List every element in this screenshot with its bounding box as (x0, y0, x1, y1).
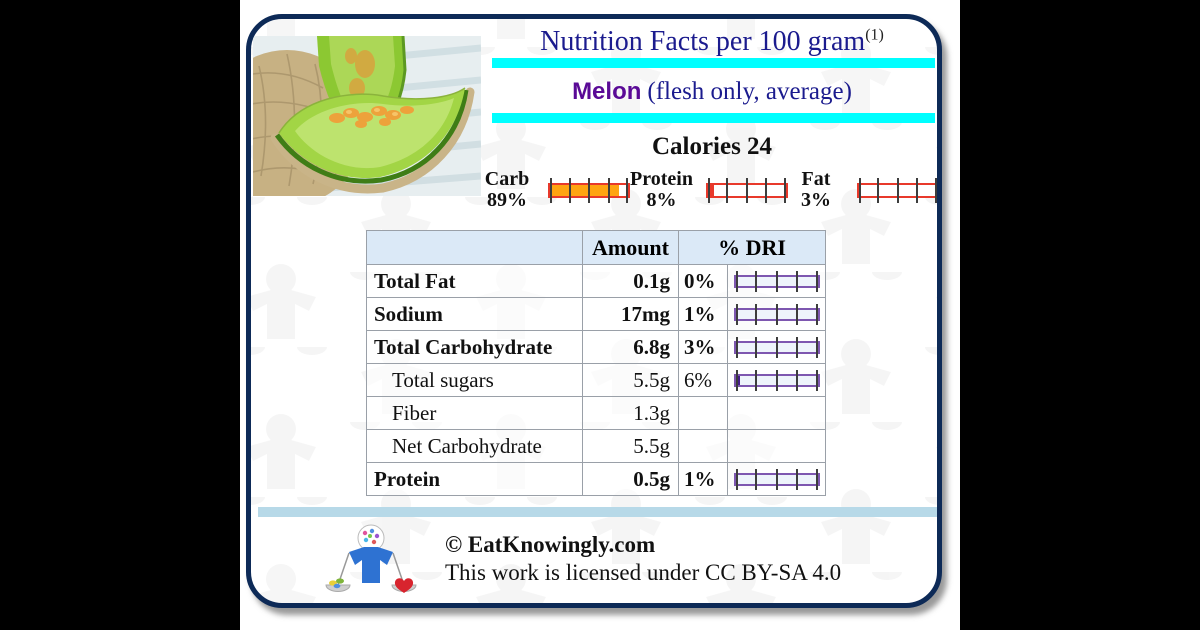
macro-item: Carb 89% (479, 169, 630, 211)
nutrient-dri (678, 429, 728, 463)
nutrient-label: Total sugars (366, 363, 583, 397)
dri-gauge (548, 177, 630, 203)
title-text: Nutrition Facts per 100 gram (540, 26, 866, 57)
table-row: Total Carbohydrate 6.8g 3% (366, 330, 826, 364)
macro-percent: 3% (800, 189, 831, 211)
nutrient-label: Protein (366, 462, 583, 496)
left-scale-pan (325, 584, 351, 592)
food-qualifier: (flesh only, average) (647, 78, 852, 105)
divider-cyan-bottom (492, 113, 935, 123)
macro-percent: 8% (646, 189, 677, 211)
eatknowingly-logo (317, 523, 425, 599)
macro-name: Protein (630, 168, 693, 190)
nutrient-amount: 5.5g (582, 429, 679, 463)
logo-shirt (349, 547, 393, 583)
dri-gauge (733, 270, 820, 292)
front-wedge (270, 87, 475, 194)
nutrient-dri: 1% (678, 297, 728, 331)
title-footnote: (1) (865, 26, 884, 44)
calories-label: Calories 24 (651, 133, 773, 160)
nutrient-amount: 17mg (582, 297, 679, 331)
nutrient-amount: 0.1g (582, 264, 679, 298)
food-name: Melon (572, 78, 642, 105)
dri-gauge (856, 177, 937, 203)
macro-gauges-row: Carb 89% Protein 8% Fat 3% (479, 169, 937, 211)
nutrient-label: Sodium (366, 297, 583, 331)
footer-text: © EatKnowingly.com This work is licensed… (445, 531, 841, 587)
header-dri: % DRI (678, 230, 826, 265)
nutrient-label: Net Carbohydrate (366, 429, 583, 463)
divider-cyan-top (492, 58, 935, 68)
melon-photo (253, 36, 481, 196)
dri-gauge (733, 303, 820, 325)
nutrient-dri: 3% (678, 330, 728, 364)
macro-name: Fat (801, 168, 831, 190)
nutrient-label: Total Carbohydrate (366, 330, 583, 364)
table-row: Net Carbohydrate 5.5g (366, 429, 826, 463)
table-row: Total Fat 0.1g 0% (366, 264, 826, 298)
macro-name: Carb (484, 168, 530, 190)
dri-gauge (733, 336, 820, 358)
nutrient-label: Total Fat (366, 264, 583, 298)
macro-percent: 89% (487, 189, 527, 211)
logo-head-dots (362, 528, 380, 545)
table-row: Sodium 17mg 1% (366, 297, 826, 331)
macro-item: Protein 8% (630, 169, 788, 211)
copyright-text: © EatKnowingly.com (445, 532, 656, 557)
page-title: Nutrition Facts per 100 gram(1) (487, 26, 937, 58)
nutrient-dri: 0% (678, 264, 728, 298)
header-amount: Amount (582, 230, 679, 265)
dri-gauge (705, 177, 788, 203)
page-background: Nutrition Facts per 100 gram(1) Melon (fl… (240, 0, 960, 630)
nutrient-amount: 5.5g (582, 363, 679, 397)
macro-item: Fat 3% (788, 168, 937, 211)
nutrient-dri (678, 396, 728, 430)
nutrient-dri: 1% (678, 462, 728, 496)
nutrient-amount: 1.3g (582, 396, 679, 430)
dri-gauge (733, 369, 820, 391)
nutrient-amount: 0.5g (582, 462, 679, 496)
table-header-row: Amount % DRI (366, 230, 826, 265)
nutrition-card: Nutrition Facts per 100 gram(1) Melon (fl… (246, 14, 942, 608)
table-row: Total sugars 5.5g 6% (366, 363, 826, 397)
table-row: Protein 0.5g 1% (366, 462, 826, 496)
table-row: Fiber 1.3g (366, 396, 826, 430)
dri-gauge (733, 468, 820, 490)
nutrition-table: Amount % DRI Total Fat 0.1g 0% Sodium 17… (366, 230, 826, 496)
nutrient-amount: 6.8g (582, 330, 679, 364)
food-name-line: Melon (flesh only, average) (487, 78, 937, 106)
divider-footer (258, 507, 937, 517)
left-pan-food (329, 578, 344, 589)
license-text: This work is licensed under CC BY-SA 4.0 (445, 560, 842, 585)
header-blank-cell (366, 230, 583, 265)
nutrient-dri: 6% (678, 363, 728, 397)
heart-icon (394, 578, 414, 593)
nutrient-label: Fiber (366, 396, 583, 430)
